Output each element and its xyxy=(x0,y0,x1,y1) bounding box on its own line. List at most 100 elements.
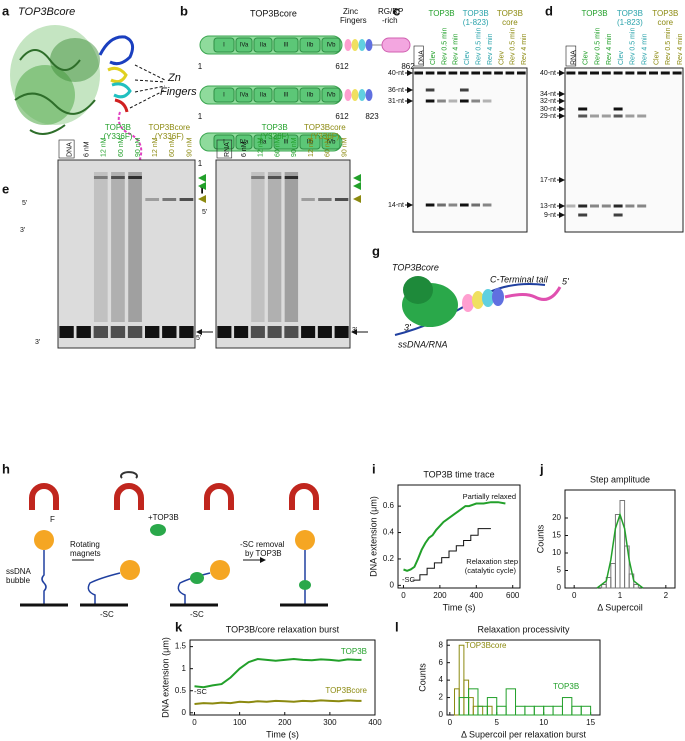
histogram-bar xyxy=(515,705,526,716)
end-label: 3' xyxy=(35,339,40,346)
histogram-bar xyxy=(468,697,474,716)
lane-label: Rev 4 min xyxy=(642,33,649,65)
residue-label: 823 xyxy=(365,112,379,121)
annotation: Zn xyxy=(167,72,181,84)
annotation: (catalytic cycle) xyxy=(465,566,517,575)
lane-label: Rev 4 min xyxy=(677,33,684,65)
gel-band xyxy=(179,198,194,201)
gel-band xyxy=(590,204,599,208)
lane-label: 60 nM xyxy=(274,137,281,157)
y-tick-label: 15 xyxy=(552,531,561,540)
panel-label: f xyxy=(200,181,205,196)
gel-band xyxy=(59,326,74,338)
lane-label: 60 nM xyxy=(325,137,332,157)
chart-title: TOP3B time trace xyxy=(423,469,494,479)
end-label: 5' xyxy=(22,200,27,207)
gel-band xyxy=(505,71,515,75)
x-axis-label: Δ Supercoil per relaxation burst xyxy=(461,729,587,739)
y-tick-label: 0 xyxy=(390,580,395,589)
subdomain xyxy=(321,134,341,150)
gel-band xyxy=(448,203,458,207)
group-label: core xyxy=(502,18,518,27)
y-axis-label: DNA extension (μm) xyxy=(160,637,170,718)
lane-label: Clev xyxy=(618,50,625,65)
x-tick-label: 200 xyxy=(433,591,447,600)
y-tick-label: 0 xyxy=(557,583,562,592)
lane-label: Rev 0.5 min xyxy=(441,28,448,65)
lane-label: Rev 4 min xyxy=(606,33,613,65)
lane-label: Rev 0.5 min xyxy=(594,28,601,65)
gel-band xyxy=(566,204,576,208)
y-tick-label: 1 xyxy=(182,664,187,673)
annotation: Relaxation step xyxy=(466,557,518,566)
gel-band xyxy=(267,176,282,179)
x-tick-label: 1 xyxy=(618,591,623,600)
annotation: C-Terminal tail xyxy=(490,274,549,284)
size-marker: 14-nt xyxy=(388,202,404,209)
gel-band xyxy=(127,326,143,338)
gel xyxy=(215,159,351,349)
chart-title: Step amplitude xyxy=(590,474,650,484)
panel-label: k xyxy=(175,619,183,634)
y-tick-label: 0.6 xyxy=(383,501,395,510)
subdomain-label: IIb xyxy=(307,140,314,146)
gel-band xyxy=(334,198,349,201)
annotation: Partially relaxed xyxy=(463,492,516,501)
subdomain-label: IVa xyxy=(240,93,249,99)
chart-title: Relaxation processivity xyxy=(477,624,570,634)
y-tick-label: 0 xyxy=(182,708,187,717)
annotation: TOP3Bcore xyxy=(392,262,439,272)
magnetic-tweezers-sketch xyxy=(20,471,328,607)
lane-label: 6 nM xyxy=(84,141,91,157)
x-axis-label: Δ Supercoil xyxy=(597,602,643,612)
plot-frame xyxy=(189,639,376,716)
lane-label: DNA xyxy=(419,50,426,65)
subdomain-label: IIb xyxy=(307,43,314,49)
zinc-finger xyxy=(351,39,359,51)
gel xyxy=(412,67,528,233)
gel-smear xyxy=(251,172,265,322)
gel-band xyxy=(128,176,142,179)
gel-band xyxy=(578,213,588,217)
zinc-finger xyxy=(365,39,373,51)
gel-band xyxy=(76,326,91,338)
gel-band xyxy=(625,204,635,208)
x-tick-label: 10 xyxy=(539,718,548,727)
group-label: TOP3B xyxy=(617,9,643,18)
data-line xyxy=(194,699,362,705)
lane-label: Clev xyxy=(498,50,505,65)
lane-label: 60 nM xyxy=(169,137,176,157)
subdomain xyxy=(253,37,273,53)
histogram-bar xyxy=(477,705,484,716)
residue-label: 612 xyxy=(335,62,349,71)
subdomain-label: III xyxy=(283,140,288,146)
gel-band xyxy=(601,71,611,75)
group-label: TOP3B xyxy=(463,9,489,18)
gel-band xyxy=(267,326,282,338)
lane-label: Clev xyxy=(464,50,471,65)
panel-label: c xyxy=(393,3,400,18)
gel-band xyxy=(459,71,469,75)
subdomain-label: IVa xyxy=(240,140,249,146)
domain-title: Zinc xyxy=(343,7,358,16)
y-tick-label: 10 xyxy=(552,548,561,557)
legend-label: TOP3B xyxy=(341,647,367,656)
gel-band xyxy=(660,71,670,75)
annotation: -SC xyxy=(194,687,208,696)
y-tick-label: 2 xyxy=(439,693,444,702)
subdomain xyxy=(273,87,299,103)
histogram-bar xyxy=(619,500,626,589)
annotation: -SC xyxy=(100,610,114,619)
lane-label: Rev 0.5 min xyxy=(510,28,517,65)
annotation: ssDNA/RNA xyxy=(398,339,448,349)
gel-band xyxy=(471,203,481,207)
histogram-bar xyxy=(454,688,460,716)
size-marker: 9-nt xyxy=(544,212,556,219)
domain-title: -rich xyxy=(382,16,398,25)
size-marker: 36-nt xyxy=(388,87,404,94)
x-tick-label: 400 xyxy=(470,591,484,600)
gel-band xyxy=(578,71,588,75)
gel-band xyxy=(625,71,635,75)
gel-band xyxy=(217,326,232,338)
zinc-finger xyxy=(344,89,352,101)
